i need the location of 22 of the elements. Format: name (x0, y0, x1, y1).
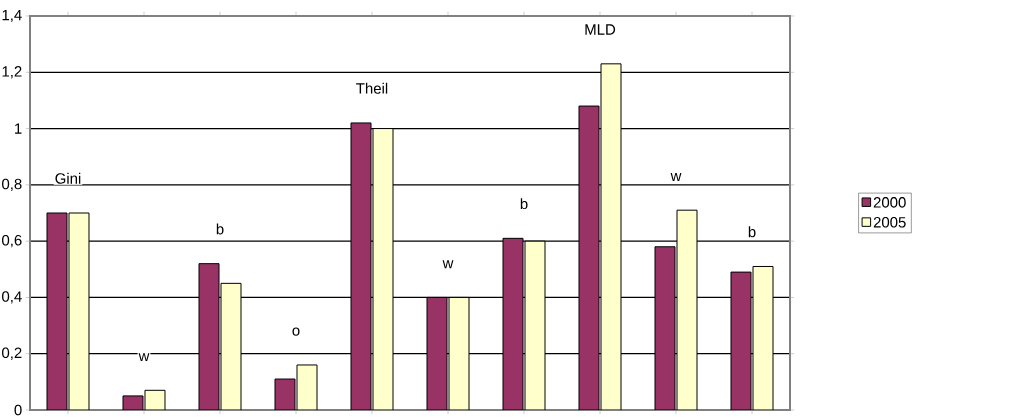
bar (600, 63, 622, 410)
y-tick-label: 0,8 (2, 178, 22, 192)
annotation: w (442, 260, 454, 269)
annotation: b (748, 226, 756, 238)
y-tick-label: 0,2 (2, 347, 22, 360)
y-tick-label: 0,4 (2, 291, 22, 304)
annotation: b (216, 223, 224, 235)
annotation: Gini (55, 172, 81, 184)
y-tick-label: 1 (15, 123, 22, 134)
annotation: w (670, 173, 682, 181)
annotation: Theil (356, 82, 388, 94)
annotation: w (138, 353, 150, 362)
annotation: b (520, 198, 528, 210)
annotation: o (292, 327, 300, 336)
y-tick-label: 1,2 (2, 66, 22, 79)
legend-label: 2000 (873, 197, 906, 208)
bar (372, 128, 394, 410)
annotation: MLD (585, 24, 616, 35)
y-tick-label: 0,6 (2, 234, 22, 248)
y-tick-label: 0 (14, 404, 22, 416)
legend-label: 2005 (873, 216, 906, 228)
y-tick-label: 1,4 (2, 9, 22, 23)
